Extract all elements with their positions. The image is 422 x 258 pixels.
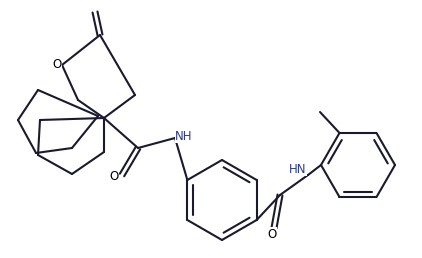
Text: NH: NH xyxy=(175,130,193,142)
Text: O: O xyxy=(52,58,62,70)
Text: HN: HN xyxy=(289,163,307,175)
Text: O: O xyxy=(268,228,277,240)
Text: O: O xyxy=(109,171,119,183)
